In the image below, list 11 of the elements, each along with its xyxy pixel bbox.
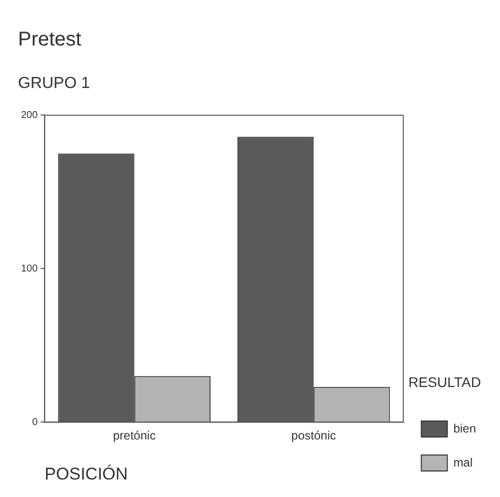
y-tick-label: 0 <box>32 416 38 428</box>
x-tick-label: pretónic <box>112 428 156 443</box>
y-tick-label: 100 <box>20 263 38 274</box>
chart-subtitle: GRUPO 1 <box>18 75 90 92</box>
x-tick-label: postónic <box>291 428 336 443</box>
legend-label: bien <box>453 421 476 436</box>
chart-title: Pretest <box>18 28 82 51</box>
legend-label: mal <box>453 455 473 470</box>
x-axis-title: POSICIÓN <box>44 464 128 484</box>
y-tick-label: 200 <box>20 110 38 121</box>
legend-title: RESULTAD <box>408 374 481 390</box>
